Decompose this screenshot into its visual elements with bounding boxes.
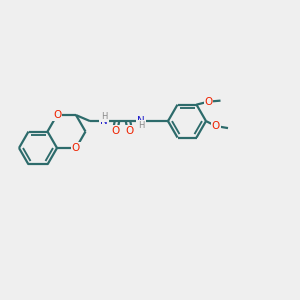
Text: H: H — [101, 112, 107, 121]
Text: H: H — [138, 121, 144, 130]
Text: O: O — [126, 126, 134, 136]
Text: O: O — [53, 110, 61, 120]
Text: O: O — [72, 143, 80, 153]
Text: N: N — [100, 116, 108, 126]
Text: O: O — [111, 126, 119, 136]
Text: O: O — [212, 121, 220, 131]
Text: N: N — [137, 116, 145, 126]
Text: O: O — [204, 97, 213, 106]
